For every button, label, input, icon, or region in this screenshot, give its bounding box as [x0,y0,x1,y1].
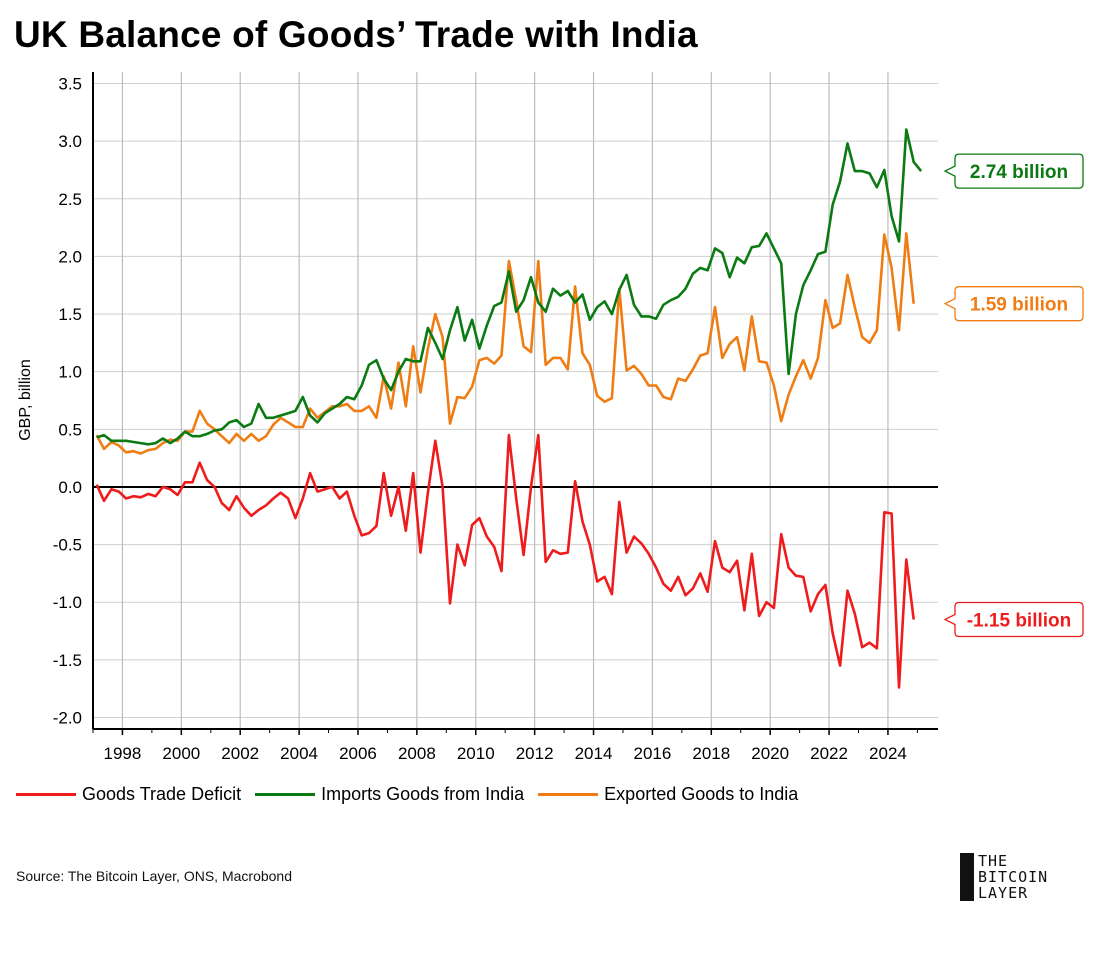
series-line-2 [95,232,915,455]
y-tick-label: -2.0 [53,708,82,727]
grid-layer [93,72,938,729]
end-label-text-0: -1.15 billion [967,611,1072,632]
x-tick-label: 2014 [575,744,613,763]
logo-bar-mark [960,853,974,901]
logo-text: THE BITCOIN LAYER [978,853,1048,901]
end-label-box-0 [943,601,1084,638]
x-tick-label: 2010 [457,744,495,763]
x-tick-label: 2008 [398,744,436,763]
y-tick-label: 0.5 [58,420,82,439]
chart-svg: 3.5 3.0 2.5 2.0 1.5 1.0 0.5 0.0 -0.5 -1.0 -1.5 -2.0… [53,72,1084,763]
y-tick-label: 2.0 [58,247,82,266]
legend-item-deficit[interactable]: Goods Trade Deficit [16,784,241,805]
legend-label-exports: Exported Goods to India [604,784,799,804]
series-line-1 [96,128,923,446]
legend-label-imports: Imports Goods from India [321,784,525,804]
x-tick-label: 2020 [751,744,789,763]
x-tick-label: 2000 [162,744,200,763]
logo-line-2: BITCOIN [978,868,1049,886]
y-tick-label: 2.5 [58,190,82,209]
series-layer [95,128,923,689]
logo-line-1: THE [978,852,1009,870]
legend-swatch-exports [538,793,599,796]
legend-swatch-deficit [16,793,76,796]
brand-logo: THE BITCOIN LAYER [960,853,1048,901]
logo-line-3: LAYER [978,884,1029,902]
legend-swatch-imports [255,793,316,796]
x-tick-label: 2024 [869,744,907,763]
series-line-0 [95,433,915,689]
y-tick-label: 1.5 [58,305,82,324]
end-label-layer: -1.15 billion 2.74 billion 1.59 billion [943,153,1084,638]
chart-title: UK Balance of Goods’ Trade with India [14,14,698,55]
x-tick-label: 2018 [692,744,730,763]
x-tick-label: 2012 [516,744,554,763]
y-tick-label: 3.0 [58,132,82,151]
y-tick-label: -1.0 [53,593,82,612]
legend-item-imports[interactable]: Imports Goods from India [255,784,524,805]
y-tick-label: -1.5 [53,651,82,670]
legend-label-deficit: Goods Trade Deficit [82,784,242,804]
legend-item-exports[interactable]: Exported Goods to India [538,784,798,805]
x-tick-label: 2006 [339,744,377,763]
x-tick-label: 2016 [633,744,671,763]
y-tick-label: 3.5 [58,75,82,94]
x-tick-label: 1998 [104,744,142,763]
end-label-text-2: 1.59 billion [970,295,1068,316]
end-label-box-1 [943,153,1084,189]
legend: Goods Trade Deficit Imports Goods from I… [16,784,798,805]
x-tick-label: 2002 [221,744,259,763]
axis-layer: 3.5 3.0 2.5 2.0 1.5 1.0 0.5 0.0 -0.5 -1.0 -1.5 -2.0… [53,72,938,763]
y-tick-label: 0.0 [58,478,82,497]
end-label-box-2 [943,286,1084,322]
end-label-text-1: 2.74 billion [970,162,1068,183]
y-tick-label: 1.0 [58,363,82,382]
x-tick-label: 2004 [280,744,318,763]
y-tick-label: -0.5 [53,536,82,555]
source-note: Source: The Bitcoin Layer, ONS, Macrobon… [16,868,292,884]
x-tick-label: 2022 [810,744,848,763]
